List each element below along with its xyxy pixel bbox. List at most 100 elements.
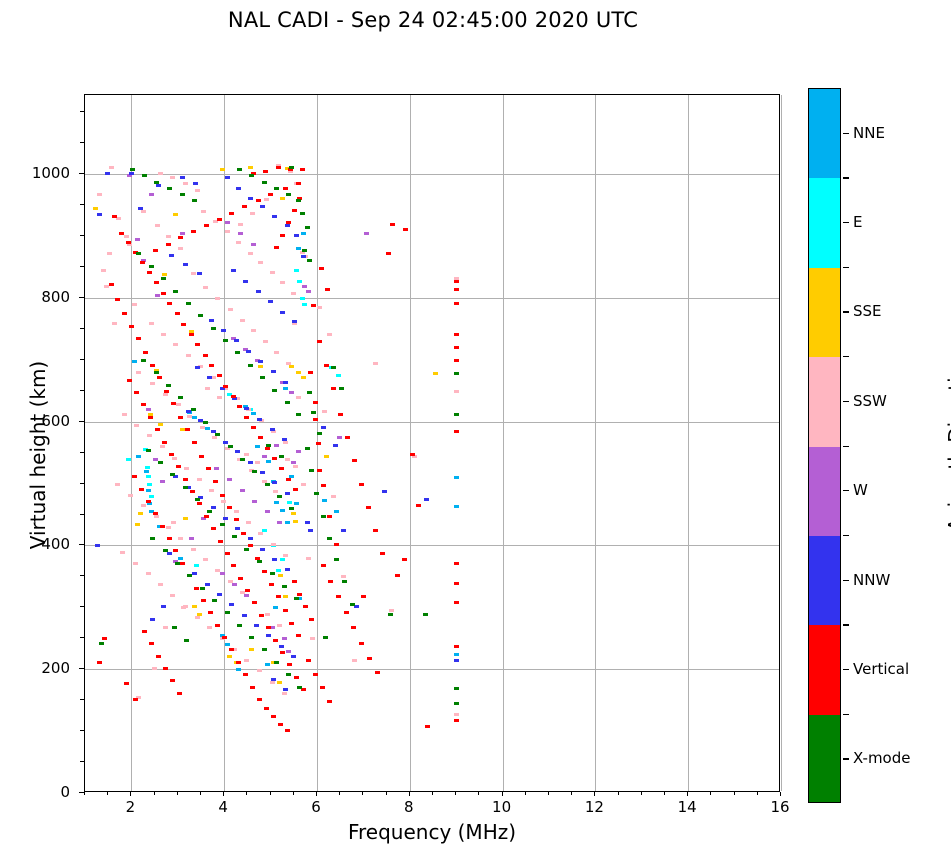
data-point [108,283,114,287]
data-point [145,572,151,576]
data-point [120,550,126,554]
data-point [288,170,294,174]
data-point [326,537,332,541]
data-point [454,644,460,648]
colorbar-tick [843,668,849,671]
data-point [144,470,150,474]
data-point [317,340,323,344]
data-point [281,637,287,641]
data-point [159,524,165,528]
data-point [278,454,284,458]
y-tick-minor [80,327,84,329]
x-tick [130,792,132,796]
x-axis-label: Frequency (MHz) [347,820,517,844]
data-point [247,363,253,367]
data-point [210,326,216,330]
data-point [272,215,278,219]
x-tick-label: 6 [311,798,321,816]
x-tick-minor [571,792,573,795]
data-point [454,581,460,585]
data-point [137,512,143,516]
colorbar-boundary-tick [843,356,849,358]
data-point [272,558,278,562]
data-point [198,496,204,500]
data-point [394,574,400,578]
data-point [269,680,275,684]
data-point [210,376,216,380]
x-tick-minor [478,792,480,795]
data-point [244,593,250,597]
colorbar-boundary-tick [843,624,849,626]
data-point [326,700,332,704]
y-tick-minor [80,606,84,608]
data-point [266,460,272,464]
data-point [284,400,290,404]
data-point [150,537,156,541]
data-point [263,197,269,201]
data-point [264,482,270,486]
data-point [258,360,264,364]
data-point [255,289,261,293]
data-point [272,388,278,392]
data-point [134,423,140,427]
data-point [136,454,142,458]
colorbar-title: Azimuth Direction [944,352,951,532]
data-point [247,252,253,256]
data-point [264,612,270,616]
data-point [273,638,279,642]
data-point [292,487,298,491]
data-point [269,428,275,432]
data-point [239,318,245,322]
data-point [284,491,290,495]
data-point [181,606,187,610]
data-point [201,598,207,602]
x-tick-minor [200,792,201,795]
data-point [224,611,230,615]
data-point [147,502,153,506]
data-point [317,431,323,435]
data-point [267,193,273,196]
data-point [341,580,347,584]
data-point [138,487,144,491]
colorbar-tick [843,579,849,581]
data-point [219,522,225,526]
data-point [160,332,166,336]
data-point [269,572,275,576]
data-point [122,312,128,316]
data-point [331,366,337,370]
data-point [375,671,381,675]
y-tick-minor [80,575,84,577]
data-point [294,597,300,601]
data-point [216,592,222,596]
data-point [201,210,207,214]
data-point [190,547,196,551]
data-point [263,706,269,710]
data-point [199,425,205,429]
data-point [247,544,253,548]
data-point [304,446,310,450]
data-point [152,248,158,252]
data-point [282,186,288,190]
data-point [192,416,198,420]
data-point [154,428,160,432]
data-point [207,626,213,630]
data-point [416,504,422,508]
data-point [180,561,186,565]
data-point [207,510,213,514]
data-point [195,188,201,192]
data-point [296,247,302,251]
data-point [168,452,174,456]
data-point [165,383,171,387]
data-point [246,349,252,353]
data-point [202,353,208,357]
data-point [266,444,272,448]
gridline-vertical [131,95,133,791]
data-point [280,196,286,200]
data-point [294,502,300,506]
data-point [144,465,150,469]
data-point [159,445,165,449]
data-point [156,184,162,188]
data-point [153,514,159,518]
data-point [171,520,177,524]
data-point [216,395,222,399]
